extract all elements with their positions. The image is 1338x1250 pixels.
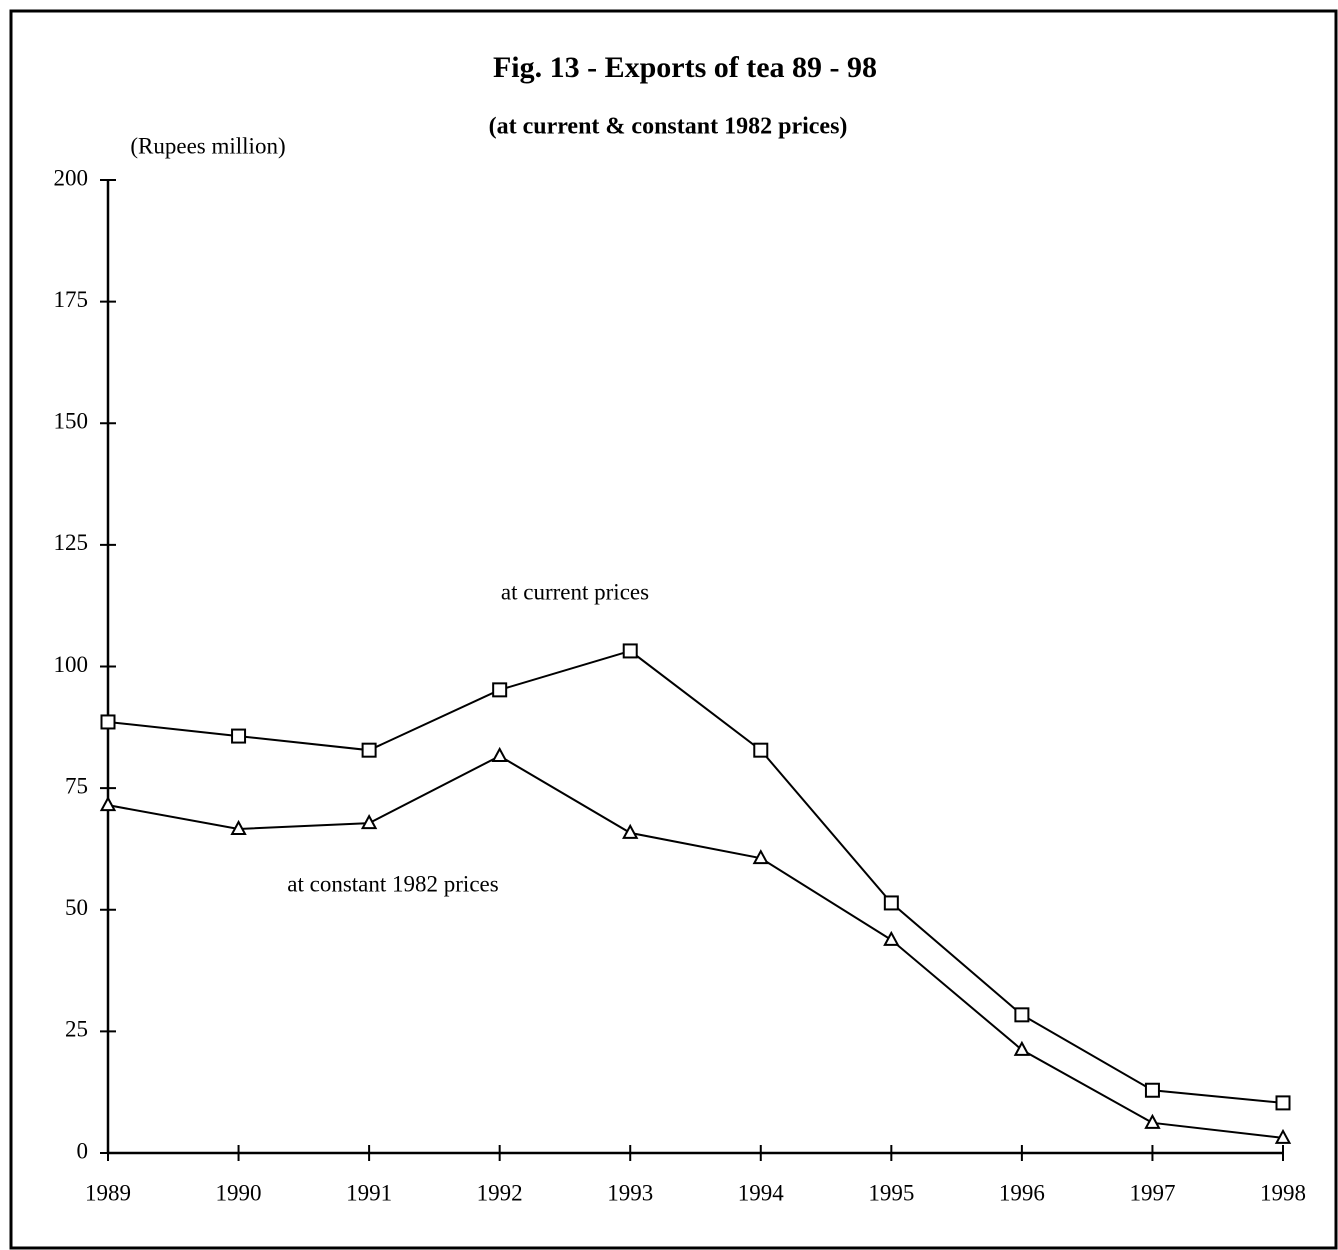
marker (752, 849, 769, 865)
y-tick-label: 25 (65, 1017, 88, 1042)
marker (1144, 1113, 1161, 1129)
x-tick-label: 1996 (999, 1180, 1045, 1205)
y-tick-label: 75 (65, 773, 88, 798)
marker (99, 796, 117, 812)
y-tick-label: 175 (54, 287, 89, 312)
marker (100, 714, 116, 730)
y-tick-label: 50 (65, 895, 88, 920)
series-line (107, 754, 1284, 1139)
marker (622, 823, 639, 839)
marker (883, 895, 899, 911)
y-tick-label: 100 (54, 652, 89, 677)
marker (230, 819, 247, 835)
marker (492, 682, 508, 698)
marker (1274, 1128, 1292, 1144)
series-label: at current prices (501, 579, 649, 604)
marker (1014, 1007, 1030, 1023)
x-tick-label: 1990 (216, 1180, 262, 1205)
chart-subtitle: (at current & constant 1982 prices) (489, 114, 848, 140)
marker (753, 742, 769, 758)
x-tick-label: 1994 (738, 1180, 785, 1205)
y-axis-label: (Rupees million) (130, 133, 285, 158)
marker (1013, 1040, 1031, 1056)
y-tick-label: 125 (54, 530, 89, 555)
series-line (107, 649, 1284, 1104)
y-tick-label: 0 (77, 1138, 89, 1163)
marker (883, 930, 900, 946)
x-tick-label: 1998 (1260, 1180, 1306, 1205)
x-tick-label: 1992 (477, 1180, 523, 1205)
y-tick-label: 200 (54, 165, 89, 190)
marker (491, 746, 508, 763)
marker (361, 742, 377, 758)
y-tick-label: 150 (54, 409, 89, 434)
marker (231, 728, 247, 744)
chart-title: Fig. 13 - Exports of tea 89 - 98 (493, 51, 877, 84)
marker (622, 643, 638, 659)
x-tick-label: 1993 (607, 1180, 653, 1205)
x-tick-label: 1995 (868, 1180, 914, 1205)
x-tick-label: 1989 (85, 1180, 131, 1205)
frame (9, 9, 1338, 1250)
x-tick-label: 1997 (1129, 1180, 1175, 1205)
x-tick-label: 1991 (346, 1180, 392, 1205)
series-label: at constant 1982 prices (287, 871, 498, 896)
marker (1275, 1095, 1291, 1111)
marker (1144, 1082, 1160, 1098)
marker (360, 814, 378, 830)
